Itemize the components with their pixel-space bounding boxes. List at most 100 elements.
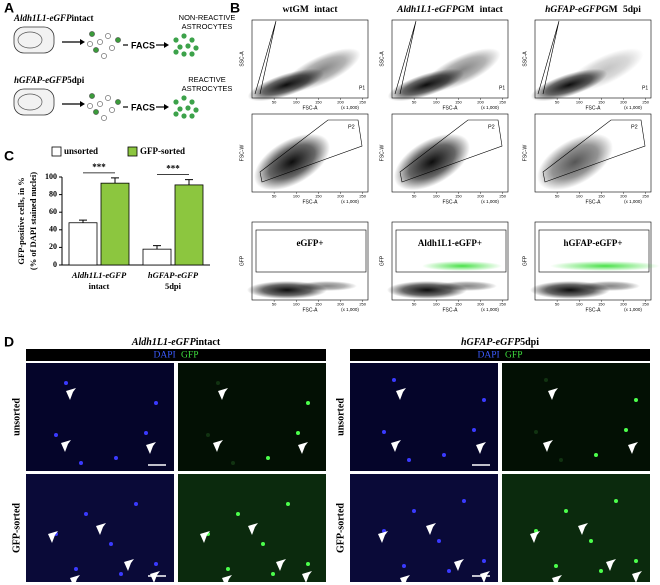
tick-label: 100 bbox=[293, 302, 300, 307]
gate bbox=[395, 229, 507, 273]
y-axis-title: GFP-positive cells, in % bbox=[16, 177, 26, 264]
nucleus bbox=[64, 381, 68, 385]
nucleus bbox=[472, 428, 476, 432]
y-axis-label: GFP bbox=[379, 255, 385, 266]
nucleus bbox=[437, 539, 441, 543]
tick-label: 200 bbox=[477, 194, 484, 199]
cell bbox=[97, 39, 103, 45]
text-part: hGFAP-eGFP bbox=[545, 5, 601, 15]
column-title: wtGM intact bbox=[283, 5, 339, 15]
y-axis-label: FSC-W bbox=[379, 145, 385, 162]
x-tick-label: hGFAP-eGFP bbox=[148, 270, 199, 280]
x-tick-label: 5dpi bbox=[165, 281, 182, 291]
arrow-head bbox=[80, 39, 85, 45]
cell bbox=[97, 101, 103, 107]
arrowhead bbox=[124, 559, 134, 571]
scale-label: (x 1,000) bbox=[341, 199, 359, 204]
x-axis-label: FSC-A bbox=[443, 199, 459, 205]
nucleus bbox=[271, 572, 275, 576]
tick-label: 250 bbox=[499, 194, 506, 199]
cell bbox=[87, 103, 93, 109]
nucleus bbox=[109, 542, 113, 546]
row-label: GFP-sorted bbox=[335, 503, 346, 553]
arrowhead bbox=[396, 388, 406, 400]
legend-label: unsorted bbox=[64, 146, 98, 156]
arrowhead bbox=[378, 531, 388, 543]
tick-label: 50 bbox=[555, 194, 560, 199]
x-axis-label: FSC-A bbox=[443, 307, 459, 313]
nucleus bbox=[599, 569, 603, 573]
text-part: wt bbox=[283, 5, 294, 15]
result: ASTROCYTES bbox=[182, 22, 233, 31]
tick-label: 250 bbox=[499, 100, 506, 105]
tick-label: 200 bbox=[620, 194, 627, 199]
channel-gfp: GFP bbox=[181, 351, 198, 361]
cell bbox=[185, 105, 191, 111]
arrowhead bbox=[61, 440, 71, 452]
text-part: hGFAP-eGFP bbox=[461, 337, 521, 348]
nucleus bbox=[634, 559, 638, 563]
tick-label: 200 bbox=[477, 100, 484, 105]
arrowhead bbox=[66, 388, 76, 400]
row-label: GFP-sorted bbox=[11, 503, 22, 553]
tick-label: 100 bbox=[433, 100, 440, 105]
text-part: intact bbox=[72, 13, 94, 23]
cell bbox=[173, 99, 179, 105]
gate-label: hGFAP-eGFP+ bbox=[564, 238, 623, 248]
gate bbox=[394, 20, 417, 95]
arrowhead bbox=[70, 575, 80, 585]
tick-label: 200 bbox=[620, 100, 627, 105]
tick-label: 150 bbox=[315, 100, 322, 105]
panel-label: D bbox=[4, 334, 14, 350]
tick-label: 50 bbox=[272, 100, 277, 105]
nucleus bbox=[119, 572, 123, 576]
event-cloud bbox=[580, 281, 640, 291]
cell bbox=[189, 37, 195, 43]
y-axis-label: SSC-A bbox=[379, 51, 385, 67]
method: FACS bbox=[131, 102, 155, 112]
micrograph bbox=[178, 363, 326, 471]
cell bbox=[105, 33, 111, 39]
cell bbox=[115, 99, 121, 105]
gfp-cloud bbox=[550, 261, 660, 271]
y-axis-label: FSC-W bbox=[239, 145, 245, 162]
gate bbox=[399, 119, 503, 183]
cell bbox=[101, 53, 107, 59]
bar bbox=[174, 184, 204, 266]
cell bbox=[193, 107, 199, 113]
y-axis-title: (% of DAPI stained nuclei) bbox=[28, 172, 38, 270]
gate-label: P2 bbox=[348, 124, 355, 130]
arrowhead bbox=[552, 575, 562, 585]
cell bbox=[89, 31, 95, 37]
group-title: hGFAP-eGFP5dpi bbox=[461, 337, 539, 348]
event-cloud bbox=[254, 133, 330, 191]
nucleus bbox=[559, 458, 563, 462]
nucleus bbox=[54, 433, 58, 437]
cell bbox=[189, 99, 195, 105]
scale-label: (x 1,000) bbox=[341, 105, 359, 110]
nucleus bbox=[554, 564, 558, 568]
x-axis-label: FSC-A bbox=[586, 105, 602, 111]
arrowhead bbox=[578, 523, 588, 535]
arrowhead bbox=[548, 388, 558, 400]
scale-label: (x 1,000) bbox=[481, 199, 499, 204]
scale-label: (x 1,000) bbox=[624, 199, 642, 204]
arrowhead bbox=[391, 440, 401, 452]
gate bbox=[538, 229, 650, 273]
cell bbox=[89, 93, 95, 99]
x-axis-label: FSC-A bbox=[586, 199, 602, 205]
cell bbox=[177, 106, 183, 112]
cell bbox=[93, 109, 99, 115]
tick-label: 100 bbox=[433, 194, 440, 199]
tick-label: 100 bbox=[576, 100, 583, 105]
cell bbox=[173, 49, 179, 55]
nucleus bbox=[266, 456, 270, 460]
bar bbox=[68, 222, 98, 266]
arrow-head bbox=[80, 101, 85, 107]
cell bbox=[173, 111, 179, 117]
tick-label: 250 bbox=[499, 302, 506, 307]
tick-label: 250 bbox=[642, 194, 649, 199]
x-axis-label: FSC-A bbox=[586, 307, 602, 313]
arrowhead bbox=[298, 442, 308, 454]
